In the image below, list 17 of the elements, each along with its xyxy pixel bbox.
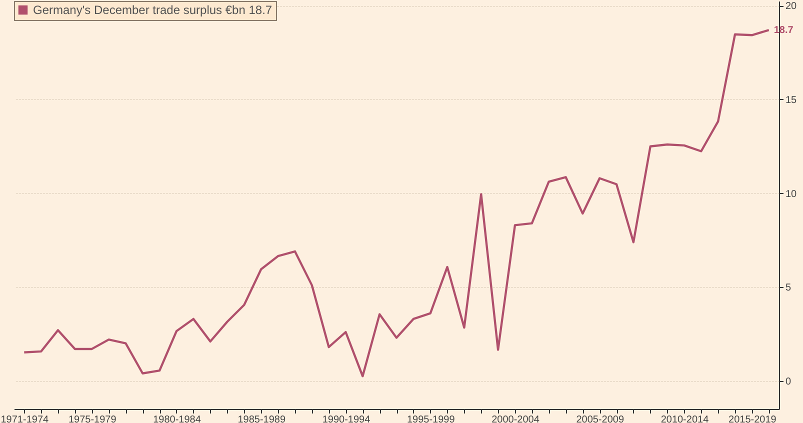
legend-label: Germany's December trade surplus €bn 18.7: [33, 3, 272, 17]
x-tick-label: 1990-1994: [322, 414, 371, 423]
x-tick-label: 2000-2004: [492, 414, 540, 423]
x-tick-label: 2005-2009: [576, 414, 624, 423]
y-tick-label: 5: [786, 282, 792, 294]
x-tick-label: 2015-2019: [728, 414, 777, 423]
y-tick-label: 20: [786, 1, 798, 12]
x-tick-label: 1975-1979: [68, 414, 117, 423]
x-tick-label: 1985-1989: [238, 414, 286, 423]
x-tick-label: 1971-1974: [0, 414, 49, 423]
y-tick-label: 0: [786, 376, 792, 388]
y-tick-label: 15: [786, 94, 798, 106]
x-tick-label: 1980-1984: [153, 414, 202, 423]
y-tick-label: 10: [786, 188, 798, 200]
x-tick-label: 1995-1999: [406, 414, 456, 423]
line-series: [23, 28, 770, 378]
x-tick-label: 2010-2014: [660, 414, 710, 423]
